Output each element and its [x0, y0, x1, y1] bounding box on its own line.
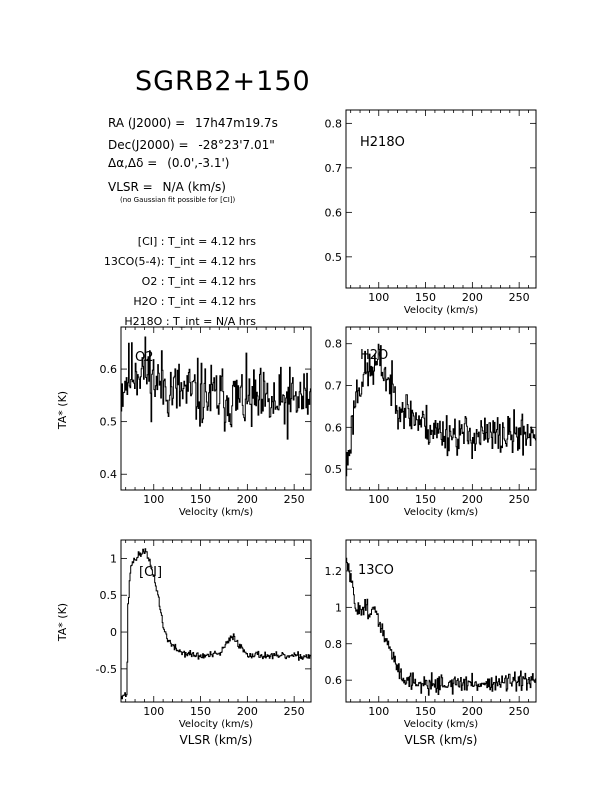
- plot-frame-H218O: [345, 109, 537, 289]
- plot-frame-H2O: [345, 326, 537, 491]
- x-tick-label: 250: [509, 291, 530, 304]
- page-title: SGRB2+150: [135, 66, 311, 97]
- inttime-value: T_int = 4.12 hrs: [168, 275, 256, 288]
- inttime-species: H2O :: [133, 295, 165, 308]
- spectrum-line-O2: [121, 336, 311, 440]
- y-tick-label: 0.8: [325, 638, 343, 651]
- panel-label-CI: [CI]: [139, 565, 162, 580]
- x-tick-label: 200: [237, 705, 258, 718]
- x-tick-label: 200: [462, 291, 483, 304]
- ra-value: 17h47m19.7s: [195, 116, 278, 130]
- x-tick-label: 250: [509, 705, 530, 718]
- inttime-row: H2O : T_int = 4.12 hrs: [86, 295, 256, 315]
- y-tick-label: 0.6: [325, 206, 343, 219]
- y-tick-label: 0: [110, 626, 117, 639]
- y-tick-label: 0.6: [100, 363, 118, 376]
- x-tick-label: 200: [462, 705, 483, 718]
- panel-label-H218O: H218O: [360, 135, 405, 150]
- y-axis-label: TA* (K): [56, 391, 69, 430]
- y-tick-label: 0.8: [325, 117, 343, 130]
- y-tick-label: 0.7: [325, 380, 343, 393]
- y-tick-label: -0.5: [96, 663, 117, 676]
- dec-line: Dec(J2000) = -28°23'7.01": [108, 138, 275, 152]
- y-tick-label: 0.7: [325, 162, 343, 175]
- x-tick-label: 100: [368, 493, 389, 506]
- vlsr-value: N/A (km/s): [162, 180, 226, 194]
- plot-frame-13CO: [345, 539, 537, 703]
- y-tick-label: 0.6: [325, 674, 343, 687]
- y-tick-label: 0.5: [100, 416, 118, 429]
- vlsr-axis-label: VLSR (km/s): [180, 733, 253, 747]
- y-tick-label: 1: [335, 601, 342, 614]
- x-axis-label: Velocity (km/s): [404, 719, 478, 730]
- vlsr-line: VLSR = N/A (km/s): [108, 180, 226, 194]
- y-tick-label: 0.6: [325, 421, 343, 434]
- inttime-value: T_int = 4.12 hrs: [168, 235, 256, 248]
- x-axis-label: Velocity (km/s): [179, 719, 253, 730]
- x-axis-label: Velocity (km/s): [404, 305, 478, 316]
- inttime-row: [CI] : T_int = 4.12 hrs: [86, 235, 256, 255]
- plot-frame-O2: [120, 326, 312, 491]
- plot-frame-CI: [120, 539, 312, 703]
- y-tick-label: 1: [110, 552, 117, 565]
- x-tick-label: 200: [462, 493, 483, 506]
- x-tick-label: 100: [143, 705, 164, 718]
- vlsr-axis-label: VLSR (km/s): [405, 733, 478, 747]
- integration-times: [CI] : T_int = 4.12 hrs 13CO(5-4): T_int…: [86, 235, 256, 335]
- gaussian-note: (no Gaussian fit possible for [CI]): [120, 196, 236, 204]
- x-tick-label: 100: [143, 493, 164, 506]
- y-tick-label: 1.2: [325, 565, 343, 578]
- x-tick-label: 150: [415, 493, 436, 506]
- inttime-row: H218O : T_int = N/A hrs: [86, 315, 256, 335]
- spectrum-line-CI: [121, 548, 311, 700]
- ra-label: RA (J2000) =: [108, 116, 186, 130]
- inttime-species: H218O :: [124, 315, 170, 328]
- ra-line: RA (J2000) = 17h47m19.7s: [108, 116, 278, 130]
- offset-value: (0.0',-3.1'): [167, 156, 230, 170]
- y-tick-label: 0.5: [325, 251, 343, 264]
- spectrum-line-H2O: [346, 343, 536, 477]
- y-tick-label: 0.5: [100, 589, 118, 602]
- inttime-species: O2 :: [141, 275, 165, 288]
- x-tick-label: 150: [415, 705, 436, 718]
- y-tick-label: 0.4: [100, 468, 118, 481]
- inttime-species: [CI] :: [137, 235, 165, 248]
- inttime-value: T_int = 4.12 hrs: [168, 255, 256, 268]
- x-tick-label: 150: [190, 705, 211, 718]
- inttime-species: 13CO(5-4):: [103, 255, 165, 268]
- inttime-row: 13CO(5-4): T_int = 4.12 hrs: [86, 255, 256, 275]
- inttime-row: O2 : T_int = 4.12 hrs: [86, 275, 256, 295]
- x-axis-label: Velocity (km/s): [404, 507, 478, 518]
- vlsr-label: VLSR =: [108, 180, 153, 194]
- panel-label-H2O: H2O: [360, 348, 388, 363]
- inttime-value: T_int = 4.12 hrs: [168, 295, 256, 308]
- offset-line: Δα,Δδ = (0.0',-3.1'): [108, 156, 229, 170]
- x-tick-label: 250: [284, 705, 305, 718]
- x-tick-label: 250: [509, 493, 530, 506]
- spectrum-line-13CO: [346, 557, 536, 696]
- dec-label: Dec(J2000) =: [108, 138, 189, 152]
- panel-label-13CO: 13CO: [358, 563, 394, 578]
- y-tick-label: 0.5: [325, 463, 343, 476]
- x-tick-label: 250: [284, 493, 305, 506]
- inttime-value: T_int = N/A hrs: [173, 315, 256, 328]
- x-tick-label: 100: [368, 291, 389, 304]
- panel-label-O2: O2: [135, 350, 154, 365]
- y-tick-label: 0.8: [325, 338, 343, 351]
- y-axis-label: TA* (K): [56, 603, 69, 642]
- offset-label: Δα,Δδ =: [108, 156, 158, 170]
- x-tick-label: 150: [190, 493, 211, 506]
- x-axis-label: Velocity (km/s): [179, 507, 253, 518]
- dec-value: -28°23'7.01": [198, 138, 275, 152]
- x-tick-label: 200: [237, 493, 258, 506]
- x-tick-label: 100: [368, 705, 389, 718]
- x-tick-label: 150: [415, 291, 436, 304]
